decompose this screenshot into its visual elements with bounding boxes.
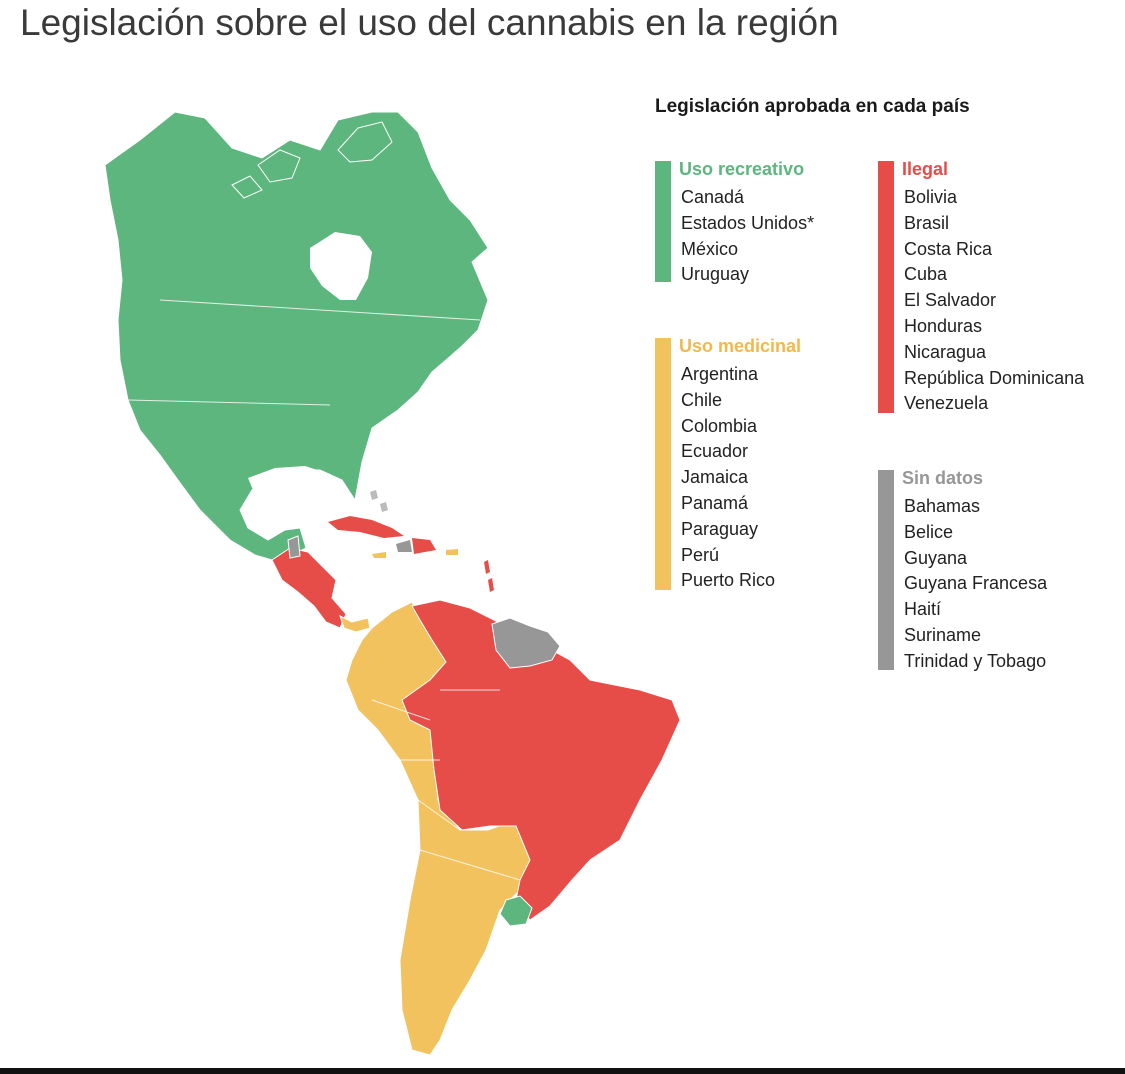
region-jamaica [372,552,386,558]
list-item: Trinidad y Tobago [904,650,1047,671]
legend-label-medicinal: Uso medicinal [679,336,802,356]
region-uruguay [499,895,533,927]
list-item: Guyana Francesa [904,573,1048,594]
legend-list-ilegal: Bolivia Brasil Costa Rica Cuba El Salvad… [904,185,1084,417]
region-haiti [396,540,412,552]
list-item: Ecuador [681,441,749,462]
list-item: Jamaica [681,467,749,488]
list-item: Puerto Rico [681,570,776,591]
list-item: Belice [904,521,954,542]
list-item: Nicaragua [904,341,987,362]
legend-label-ilegal: Ilegal [902,159,949,179]
legend-list-medicinal: Argentina Chile Colombia Ecuador Jamaica… [681,362,775,594]
region-north-america [104,111,489,561]
americas-map [104,111,681,1056]
region-arctic-islands [231,121,393,199]
list-item: Suriname [904,624,982,645]
legend-list-sin-datos: Bahamas Belice Guyana Guyana Francesa Ha… [904,494,1047,675]
list-item: Honduras [904,315,983,336]
region-central-america [271,547,347,629]
list-item: Haití [904,599,942,620]
list-item: Chile [681,389,723,410]
legend-bar-sin-datos [878,470,894,670]
list-item: Costa Rica [904,238,993,259]
region-puerto-rico [446,549,458,555]
list-item: México [681,238,739,259]
region-panama [339,615,371,633]
list-item: Uruguay [681,264,750,285]
list-item: Bolivia [904,187,958,207]
list-item: República Dominicana [904,367,1085,388]
region-bahamas [370,490,388,512]
list-item: Bahamas [904,496,981,516]
list-item: Panamá [681,492,749,513]
legend-list-recreativo: Canadá Estados Unidos* México Uruguay [681,185,814,288]
list-item: Cuba [904,264,948,285]
list-item: Paraguay [681,518,759,539]
legend-bar-recreativo [655,161,671,282]
legend-bar-medicinal [655,338,671,590]
list-item: Estados Unidos* [681,212,815,233]
list-item: Guyana [904,547,968,568]
gulf-of-mexico [248,466,340,512]
list-item: Venezuela [904,393,989,414]
bottom-divider [0,1068,1125,1074]
region-dominican-republic [412,538,436,554]
legend-label-sin-datos: Sin datos [902,468,984,488]
region-cuba [328,516,404,538]
legend-bar-ilegal [878,161,894,413]
region-lesser-antilles [484,560,494,592]
page-title: Legislación sobre el uso del cannabis en… [20,2,839,43]
hudson-bay [310,232,372,300]
legend-label-recreativo: Uso recreativo [679,159,805,179]
list-item: Argentina [681,364,759,384]
region-guyanas [491,617,561,669]
list-item: Perú [681,544,720,565]
list-item: Colombia [681,415,758,436]
legend-title: Legislación aprobada en cada país [655,96,970,117]
list-item: Brasil [904,212,950,233]
list-item: Canadá [681,187,745,207]
region-brazil-venezuela-bolivia [401,599,681,921]
list-item: El Salvador [904,290,997,311]
region-belize [287,535,301,559]
country-borders [127,299,521,881]
